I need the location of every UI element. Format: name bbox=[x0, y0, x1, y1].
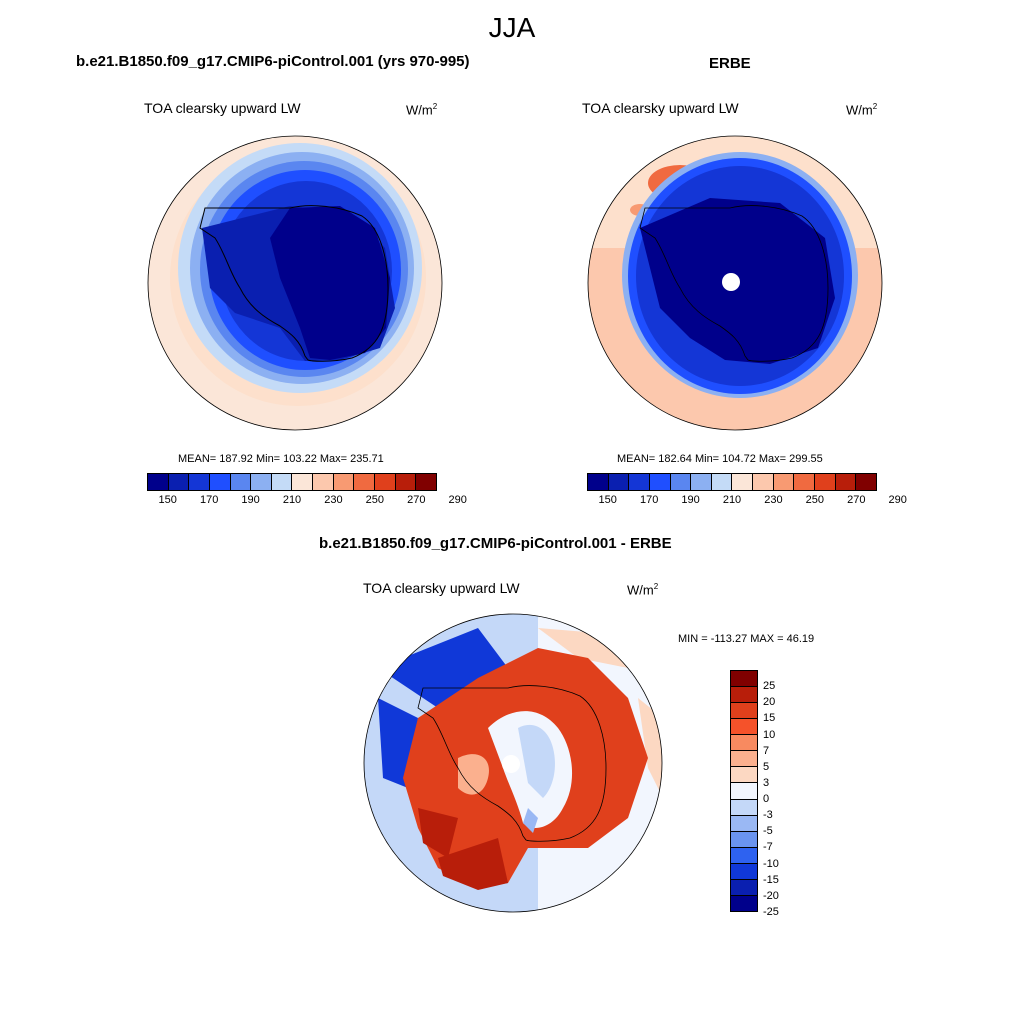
diff-colorbar-swatch bbox=[731, 767, 757, 784]
model-colorbar-swatch bbox=[292, 474, 314, 490]
obs-colorbar-swatch bbox=[629, 474, 650, 490]
model-colorbar-tick-label: 190 bbox=[241, 494, 260, 506]
diff-colorbar-swatch bbox=[731, 879, 757, 896]
model-colorbar-swatch bbox=[209, 474, 231, 490]
season-title: JJA bbox=[488, 12, 536, 43]
diff-colorbar-swatch bbox=[731, 863, 757, 880]
obs-colorbar-tick-label: 270 bbox=[847, 494, 866, 506]
diff-colorbar-swatch bbox=[731, 703, 757, 720]
diff-colorbar-tick-label: 5 bbox=[763, 760, 770, 773]
model-colorbar-swatch bbox=[251, 474, 272, 490]
obs-subtitle: TOA clearsky upward LW bbox=[582, 100, 739, 116]
model-colorbar bbox=[147, 473, 437, 491]
obs-colorbar-tick-label: 210 bbox=[722, 494, 742, 506]
diff-stats: MIN = -113.27 MAX = 46.19 bbox=[678, 633, 815, 645]
model-colorbar-swatch bbox=[230, 474, 252, 490]
diff-colorbar-tick-label: -3 bbox=[763, 809, 773, 822]
diff-colorbar-tick-label: 0 bbox=[763, 793, 770, 806]
obs-colorbar-swatch bbox=[835, 474, 857, 490]
obs-colorbar-swatch bbox=[588, 474, 609, 490]
model-colorbar-tick-label: 230 bbox=[324, 494, 343, 506]
obs-colorbar-tick-label: 170 bbox=[639, 494, 659, 506]
diff-colorbar-tick-label: -25 bbox=[763, 906, 779, 918]
diff-colorbar bbox=[730, 670, 758, 912]
model-colorbar-tick-label: 210 bbox=[282, 494, 302, 506]
obs-colorbar-swatch bbox=[794, 474, 816, 490]
diff-colorbar-swatch bbox=[731, 671, 757, 688]
model-colorbar-swatch bbox=[375, 474, 396, 490]
obs-unit: W/m2 bbox=[846, 102, 878, 118]
obs-stats: MEAN= 182.64 Min= 104.72 Max= 299.55 bbox=[617, 453, 823, 465]
diff-colorbar-swatch bbox=[731, 799, 757, 816]
model-colorbar-swatch bbox=[313, 474, 334, 490]
diff-colorbar-swatch bbox=[731, 687, 757, 704]
diff-colorbar-tick-label: 20 bbox=[763, 696, 776, 709]
obs-colorbar-swatch bbox=[711, 474, 733, 490]
diff-colorbar-swatch bbox=[731, 719, 757, 736]
model-colorbar-swatch bbox=[271, 474, 293, 490]
diff-colorbar-tick-label: -15 bbox=[763, 873, 779, 886]
obs-colorbar-swatch bbox=[691, 474, 712, 490]
obs-colorbar-swatch bbox=[608, 474, 630, 490]
diff-colorbar-tick-label: -20 bbox=[763, 889, 779, 902]
diff-colorbar-tick-label: -7 bbox=[763, 841, 773, 854]
model-colorbar-tick-label: 150 bbox=[158, 494, 177, 506]
diff-colorbar-tick-label: 7 bbox=[763, 744, 770, 757]
model-colorbar-swatch bbox=[189, 474, 210, 490]
obs-colorbar bbox=[587, 473, 877, 491]
diff-panel-title: b.e21.B1850.f09_g17.CMIP6-piControl.001 … bbox=[319, 535, 672, 552]
model-colorbar-tick-label: 270 bbox=[407, 494, 426, 506]
diff-colorbar-swatch bbox=[731, 751, 757, 768]
diff-colorbar-tick-label: 10 bbox=[763, 728, 776, 741]
diff-colorbar-tick-label: 25 bbox=[763, 680, 776, 693]
obs-colorbar-swatch bbox=[732, 474, 754, 490]
diff-colorbar-tick-label: -10 bbox=[763, 857, 779, 870]
model-colorbar-swatch bbox=[354, 474, 376, 490]
obs-colorbar-tick-label: 250 bbox=[805, 494, 825, 506]
model-colorbar-swatch bbox=[168, 474, 190, 490]
obs-colorbar-tick-label: 230 bbox=[764, 494, 783, 506]
model-colorbar-swatch bbox=[416, 474, 436, 490]
obs-colorbar-tick-label: 190 bbox=[681, 494, 700, 506]
model-colorbar-tick-label: 170 bbox=[199, 494, 219, 506]
diff-colorbar-swatch bbox=[731, 895, 757, 911]
diff-colorbar-swatch bbox=[731, 735, 757, 752]
diff-colorbar-swatch bbox=[731, 847, 757, 864]
model-unit: W/m2 bbox=[406, 102, 438, 118]
model-stats: MEAN= 187.92 Min= 103.22 Max= 235.71 bbox=[178, 453, 384, 465]
model-colorbar-swatch bbox=[395, 474, 417, 490]
obs-colorbar-swatch bbox=[670, 474, 692, 490]
model-map bbox=[147, 135, 443, 431]
obs-colorbar-tick-label: 150 bbox=[598, 494, 617, 506]
obs-map bbox=[587, 135, 883, 431]
diff-colorbar-tick-label: 15 bbox=[763, 712, 776, 725]
obs-panel-title: ERBE bbox=[709, 55, 751, 72]
model-colorbar-swatch bbox=[333, 474, 355, 490]
model-panel-title: b.e21.B1850.f09_g17.CMIP6-piControl.001 … bbox=[76, 53, 470, 70]
model-subtitle: TOA clearsky upward LW bbox=[144, 100, 301, 116]
model-colorbar-tick-label: 250 bbox=[365, 494, 385, 506]
obs-colorbar-swatch bbox=[815, 474, 836, 490]
obs-colorbar-swatch bbox=[773, 474, 795, 490]
diff-colorbar-swatch bbox=[731, 783, 757, 800]
model-colorbar-tick-label: 290 bbox=[448, 494, 467, 506]
diff-colorbar-tick-label: 3 bbox=[763, 776, 770, 789]
diff-colorbar-swatch bbox=[731, 815, 757, 832]
obs-colorbar-tick-label: 290 bbox=[888, 494, 907, 506]
diff-colorbar-tick-label: -5 bbox=[763, 825, 773, 838]
obs-colorbar-swatch bbox=[753, 474, 774, 490]
diff-colorbar-swatch bbox=[731, 831, 757, 848]
obs-colorbar-swatch bbox=[856, 474, 876, 490]
diff-subtitle: TOA clearsky upward LW bbox=[363, 580, 520, 596]
obs-colorbar-swatch bbox=[649, 474, 671, 490]
diff-map bbox=[363, 613, 663, 913]
diff-unit: W/m2 bbox=[627, 582, 659, 598]
model-colorbar-swatch bbox=[148, 474, 169, 490]
